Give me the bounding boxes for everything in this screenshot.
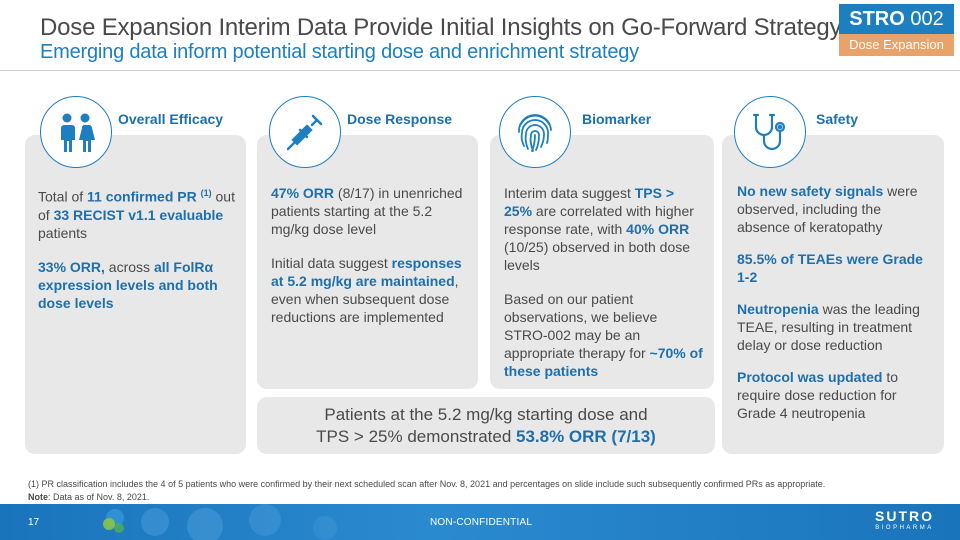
stethoscope-icon	[734, 96, 806, 168]
logo-main-text: SUTRO	[875, 508, 934, 524]
heading-overall-efficacy: Overall Efficacy	[118, 111, 224, 127]
footnote-line-1: (1) PR classification includes the 4 of …	[28, 479, 826, 489]
card-dose-response	[257, 135, 478, 389]
program-badge: STRO 002	[839, 4, 954, 34]
summary-line-2: TPS > 25% demonstrated 53.8% ORR (7/13)	[316, 427, 656, 446]
safety-paragraph-3: Neutropenia was the leading TEAE, result…	[737, 301, 920, 353]
badge-num: 002	[910, 8, 944, 30]
summary-box: Patients at the 5.2 mg/kg starting dose …	[257, 397, 715, 454]
text-biomarker: Interim data suggest TPS > 25% are corre…	[504, 184, 704, 396]
program-sub-badge: Dose Expansion	[839, 34, 954, 56]
footnote: (1) PR classification includes the 4 of …	[28, 478, 938, 504]
biomarker-paragraph-2: Based on our patient observations, we be…	[504, 291, 703, 379]
heading-biomarker: Biomarker	[582, 111, 652, 127]
header-divider	[0, 70, 960, 71]
safety-paragraph-4: Protocol was updated to require dose red…	[737, 369, 899, 421]
card-safety	[722, 135, 944, 454]
classification-label: NON-CONFIDENTIAL	[430, 517, 533, 528]
page-number: 17	[28, 517, 40, 528]
card-overall-efficacy	[25, 135, 246, 454]
footnote-line-2: Note: Data as of Nov. 8, 2021.	[28, 492, 150, 502]
text-dose-response: 47% ORR (8/17) in unenriched patients st…	[271, 184, 471, 342]
safety-paragraph-2: 85.5% of TEAEs were Grade 1-2	[737, 251, 923, 285]
card-biomarker	[490, 135, 714, 389]
biomarker-paragraph-1: Interim data suggest TPS > 25% are corre…	[504, 185, 694, 273]
heading-dose-response: Dose Response	[347, 111, 453, 127]
safety-paragraph-1: No new safety signals were observed, inc…	[737, 183, 918, 235]
heading-safety: Safety	[816, 111, 859, 127]
molecule-decoration-icon	[103, 504, 337, 540]
text-safety: No new safety signals were observed, inc…	[737, 182, 937, 438]
dose-paragraph-1: 47% ORR (8/17) in unenriched patients st…	[271, 185, 463, 237]
page-subtitle: Emerging data inform potential starting …	[40, 41, 639, 63]
fingerprint-icon	[499, 96, 571, 168]
badge-main: STRO	[849, 8, 905, 30]
syringe-icon	[269, 96, 341, 168]
dose-paragraph-2: Initial data suggest responses at 5.2 mg…	[271, 255, 462, 325]
company-logo: SUTRO BIOPHARMA	[875, 508, 934, 532]
efficacy-paragraph-2: 33% ORR, across all FolRα expression lev…	[38, 258, 218, 311]
footer-bar: 17 NON-CONFIDENTIAL SUTRO BIOPHARMA	[0, 504, 960, 540]
text-overall-efficacy: Total of 11 confirmed PR (1) out of 33 R…	[38, 184, 238, 328]
efficacy-paragraph-1: Total of 11 confirmed PR (1) out of 33 R…	[38, 188, 235, 241]
page-title: Dose Expansion Interim Data Provide Init…	[40, 14, 842, 41]
logo-sub-text: BIOPHARMA	[875, 525, 934, 531]
summary-line-1: Patients at the 5.2 mg/kg starting dose …	[324, 405, 648, 424]
people-icon	[40, 96, 112, 168]
